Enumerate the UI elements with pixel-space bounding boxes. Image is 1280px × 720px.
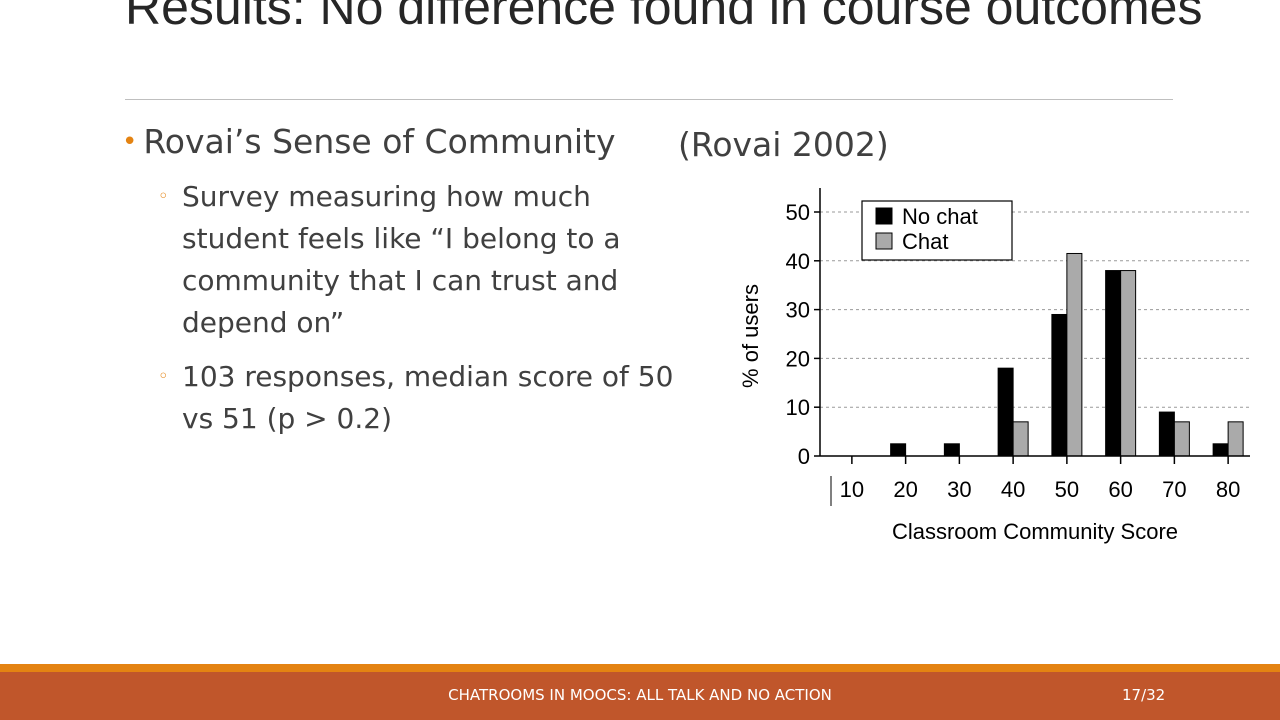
y-tick-label: 20 [786, 346, 810, 371]
page-number: 17/32 [1122, 686, 1166, 704]
footer-accent-strip [0, 664, 1280, 672]
bar-no-chat [1212, 443, 1229, 457]
x-tick-label: 10 [840, 477, 864, 502]
legend-swatch-no-chat [875, 207, 893, 225]
bullet-dot-icon: • [122, 127, 138, 157]
main-bullet-text: Rovai’s Sense of Community [143, 122, 616, 161]
y-axis-label: % of users [738, 284, 763, 388]
bar-no-chat [890, 443, 907, 457]
footer-title: CHATROOMS IN MOOCS: ALL TALK AND NO ACTI… [448, 686, 832, 704]
bar-chat [1120, 270, 1137, 457]
y-tick-label: 30 [786, 298, 810, 323]
axes-layer: 0 10 20 30 40 50 10 20 30 40 50 60 70 80 Classroom Com… [738, 188, 1250, 544]
x-tick-label: 20 [893, 477, 917, 502]
sub-bullet-ring-icon: ◦ [158, 366, 169, 387]
slide-title: Results: No difference found in course o… [125, 0, 1203, 35]
x-tick-label: 50 [1055, 477, 1079, 502]
bar-chat [1066, 252, 1083, 457]
x-tick-label: 70 [1162, 477, 1186, 502]
x-axis-label: Classroom Community Score [892, 519, 1178, 544]
y-tick-label: 40 [786, 249, 810, 274]
bar-chat [1227, 421, 1244, 457]
x-tick-label: 40 [1001, 477, 1025, 502]
x-tick-label: 80 [1216, 477, 1240, 502]
bars-layer [890, 252, 1244, 457]
bar-no-chat [997, 367, 1014, 457]
main-bullet: • Rovai’s Sense of Community [122, 122, 616, 161]
sub-bullet-text: 103 responses, median score of 50 vs 51 … [182, 360, 674, 435]
x-tick-label: 60 [1108, 477, 1132, 502]
legend-swatch-chat [875, 232, 893, 250]
bar-no-chat [943, 443, 960, 457]
bar-no-chat [1051, 313, 1068, 457]
citation: (Rovai 2002) [678, 125, 889, 164]
y-tick-label: 10 [786, 395, 810, 420]
sub-bullet-2: ◦ 103 responses, median score of 50 vs 5… [158, 356, 698, 440]
y-tick-label: 0 [798, 444, 810, 469]
title-divider [125, 99, 1173, 100]
legend-label: Chat [902, 229, 948, 254]
footer-band [0, 672, 1280, 720]
y-tick-label: 50 [786, 200, 810, 225]
bar-no-chat [1158, 411, 1175, 457]
sub-bullet-text: Survey measuring how much student feels … [182, 180, 621, 339]
bar-chat [1173, 421, 1190, 457]
bar-no-chat [1105, 270, 1122, 457]
community-score-chart: 0 10 20 30 40 50 10 20 30 40 50 60 70 80 Classroom Com… [738, 188, 1250, 544]
bar-chat [1012, 421, 1029, 457]
legend-label: No chat [902, 204, 978, 229]
sub-bullet-1: ◦ Survey measuring how much student feel… [158, 176, 698, 344]
x-tick-label: 30 [947, 477, 971, 502]
sub-bullet-ring-icon: ◦ [158, 186, 169, 207]
